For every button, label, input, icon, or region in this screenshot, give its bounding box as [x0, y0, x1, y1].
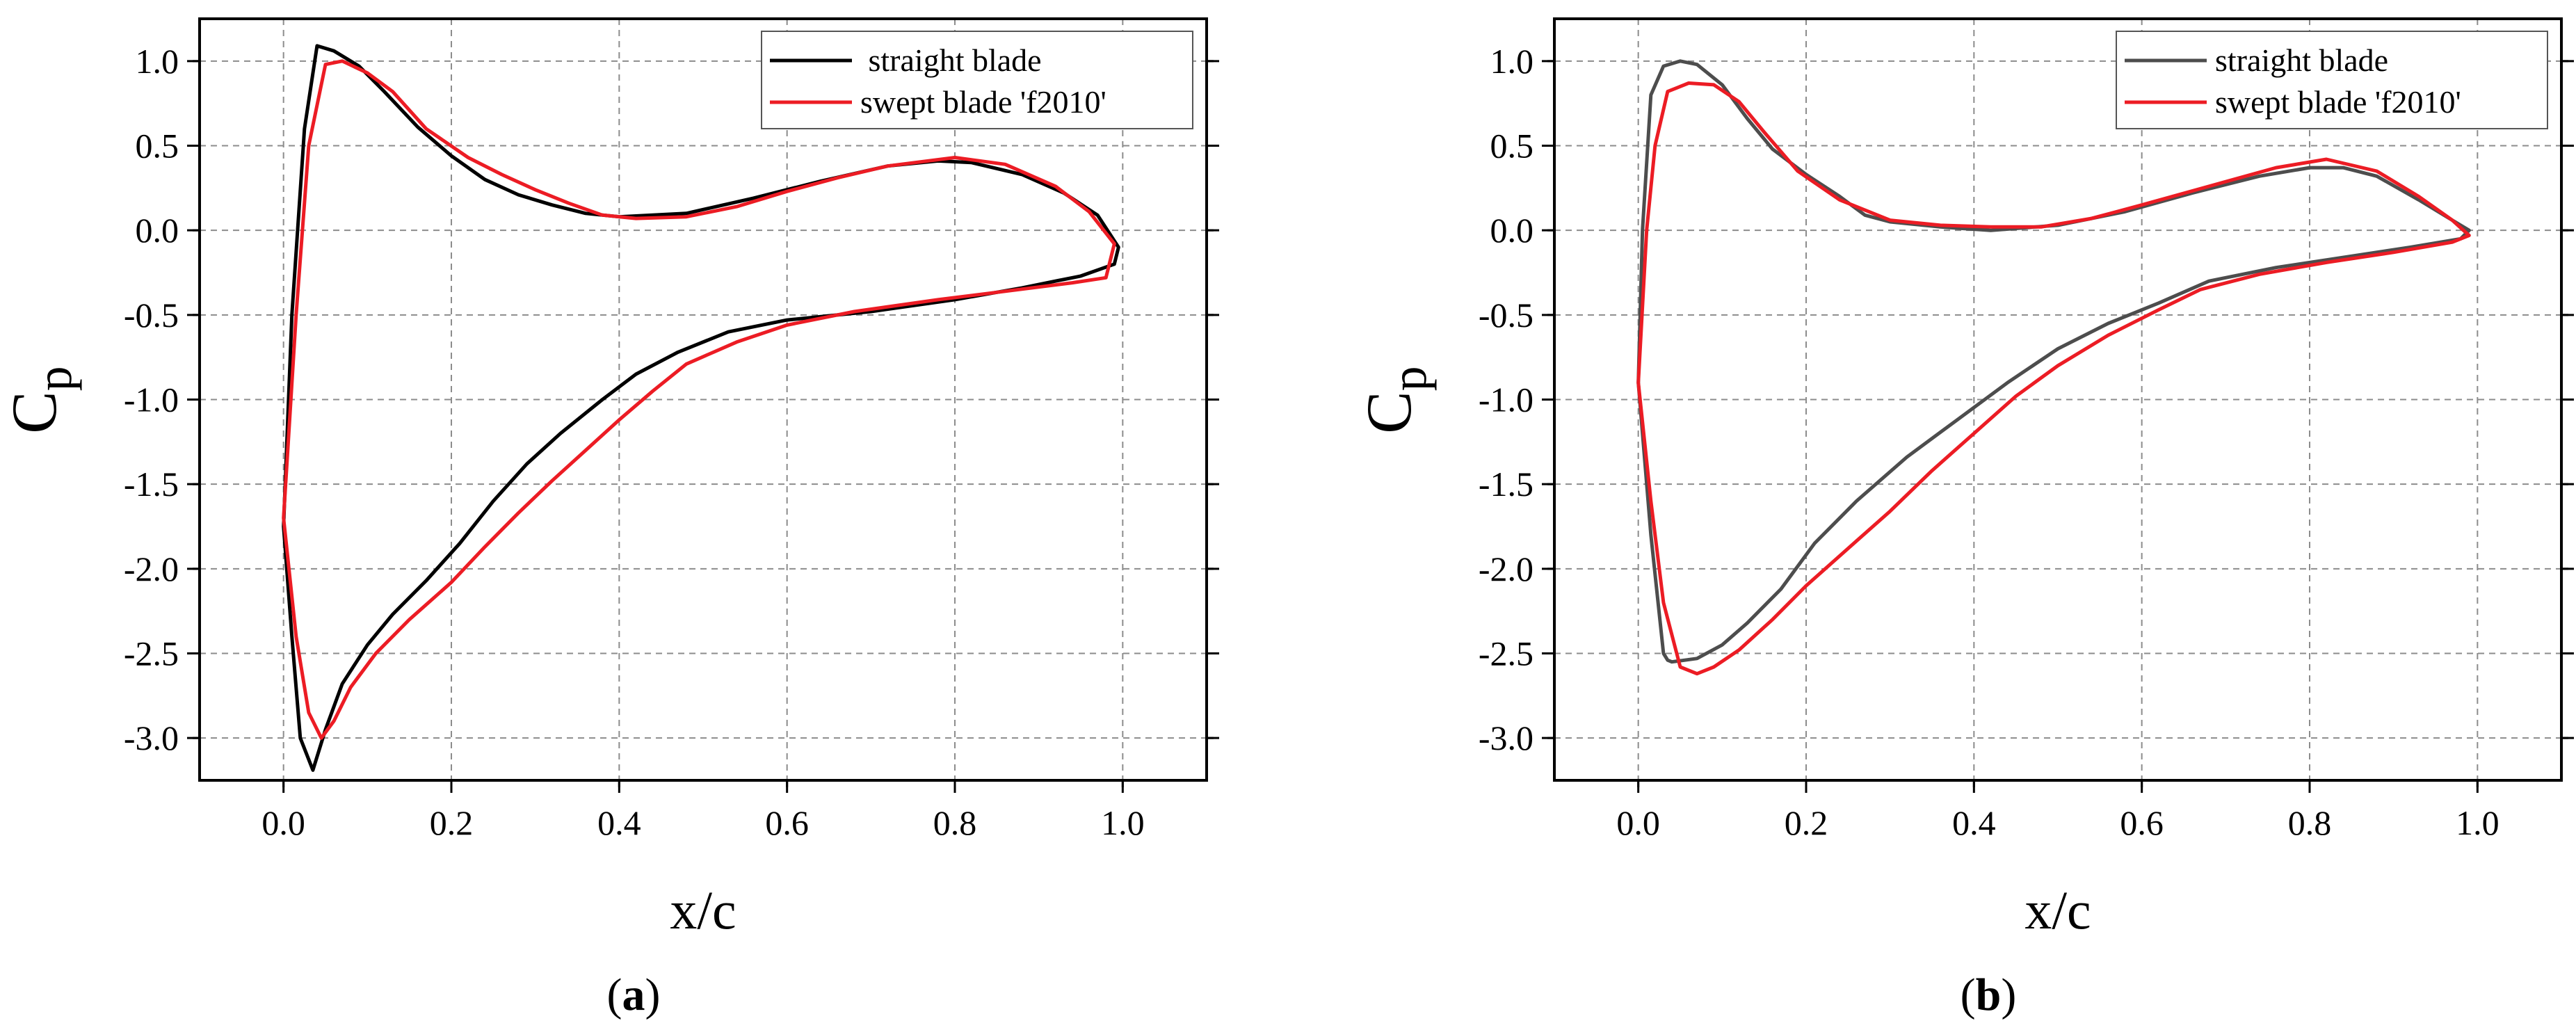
chart-panel-b: 0.0 0.2 0.4 0.6 0.8 1.0 1.0 0.5 0.0 -0.5 -1.0 -1.5 -…: [1353, 17, 2574, 1020]
y-tick-label: 0.0: [136, 211, 179, 250]
y-tick-label: -0.5: [124, 296, 179, 335]
x-tick-label: 0.8: [2288, 803, 2332, 842]
x-axis-title: x/c: [670, 880, 736, 940]
legend-entry-label: straight blade: [2215, 42, 2388, 78]
panel-label-open: (: [607, 969, 622, 1020]
legend: straight blade swept blade 'f2010': [2116, 31, 2548, 129]
panel-label: (a): [607, 969, 661, 1020]
y-tick-label: -2.5: [1479, 634, 1533, 673]
legend: straight blade swept blade 'f2010': [761, 31, 1193, 129]
y-tick-label: 0.0: [1490, 211, 1534, 250]
y-axis-title-base: C: [1353, 391, 1424, 433]
panel-label-close: ): [645, 969, 661, 1020]
y-tick-label: 1.0: [136, 42, 179, 81]
y-axis-title-base: C: [0, 391, 70, 433]
y-tick-label: -1.5: [1479, 465, 1533, 504]
y-tick-label: -2.0: [1479, 549, 1533, 588]
x-tick-label: 0.4: [597, 803, 641, 842]
y-tick-label: -2.0: [124, 549, 179, 588]
chart-panel-a: 0.0 0.2 0.4 0.6 0.8 1.0 1.0 0.5 0.0 -0.5 -1.0 -1.5 -…: [0, 17, 1219, 1020]
y-tick-label: -1.0: [1479, 380, 1533, 419]
x-tick-label: 0.4: [1952, 803, 1996, 842]
y-axis-title: Cp: [0, 366, 82, 433]
x-tick-label: 0.0: [261, 803, 305, 842]
x-axis-title: x/c: [2024, 880, 2091, 940]
series-line-swept-blade: [282, 59, 1116, 740]
panel-label-close: ): [2001, 969, 2016, 1020]
y-tick-label: -3.0: [124, 718, 179, 757]
x-tick-label: 1.0: [2456, 803, 2499, 842]
y-tick-label: -1.0: [124, 380, 179, 419]
legend-box: [2116, 31, 2548, 129]
y-axis-title: Cp: [1353, 366, 1437, 433]
y-tick-label: 0.5: [1490, 127, 1534, 166]
y-tick-label: -0.5: [1479, 296, 1533, 335]
series-line-straight-blade: [282, 44, 1120, 772]
x-tick-label: 0.2: [430, 803, 474, 842]
y-tick-label: -2.5: [124, 634, 179, 673]
legend-entry-label: straight blade: [860, 42, 1042, 78]
y-tick-label: -1.5: [124, 465, 179, 504]
x-tick-label: 0.0: [1616, 803, 1660, 842]
panel-label-letter: b: [1976, 969, 2002, 1020]
legend-box: [761, 31, 1193, 129]
legend-entry-label: swept blade 'f2010': [860, 84, 1106, 120]
panel-label-letter: a: [622, 969, 645, 1020]
panel-label: (b): [1961, 969, 2017, 1020]
y-tick-label: -3.0: [1479, 718, 1533, 757]
y-axis-title-subscript: p: [26, 366, 82, 391]
x-tick-label: 0.2: [1785, 803, 1828, 842]
x-tick-label: 1.0: [1101, 803, 1145, 842]
x-tick-label: 0.8: [933, 803, 977, 842]
x-tick-label: 0.6: [2120, 803, 2164, 842]
legend-entry-label: swept blade 'f2010': [2215, 84, 2461, 120]
y-axis-title-subscript: p: [1381, 366, 1437, 391]
x-tick-label: 0.6: [765, 803, 809, 842]
y-tick-label: 1.0: [1490, 42, 1534, 81]
panel-label-open: (: [1961, 969, 1976, 1020]
series-line-swept-blade: [1636, 81, 2471, 676]
y-tick-label: 0.5: [136, 127, 179, 166]
series-line-straight-blade: [1636, 59, 2471, 664]
